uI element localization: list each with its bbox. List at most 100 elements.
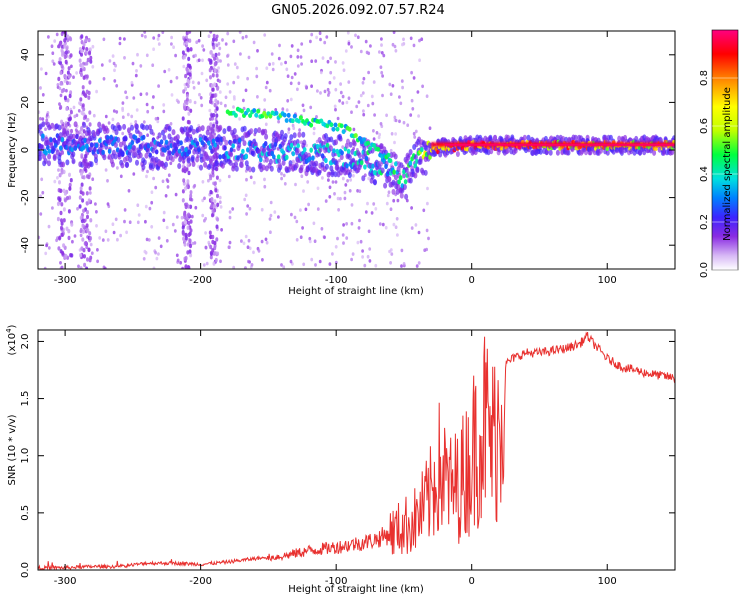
snr-scale-suffix: ) (7, 324, 18, 328)
heatmap-speckle (228, 210, 232, 214)
heatmap-band-halo (399, 192, 404, 199)
heatmap-speckle (143, 249, 147, 254)
heatmap-speckle (394, 49, 398, 53)
heatmap-band-core (115, 147, 120, 153)
heatmap-speckle (43, 266, 47, 269)
heatmap-streak-cell (88, 110, 92, 115)
heatmap-speckle (425, 94, 429, 98)
heatmap-speckle (325, 35, 329, 39)
heatmap-speckle (166, 185, 170, 189)
heatmap-speckle (218, 195, 222, 200)
heatmap-band-halo (242, 140, 247, 147)
heatmap-band-halo (251, 166, 256, 173)
heatmap-speckle (218, 90, 222, 94)
heatmap-band-halo (199, 164, 203, 171)
heatmap-speckle (378, 132, 381, 137)
heatmap-band-core (309, 147, 314, 153)
heatmap-streak-cell (60, 232, 64, 237)
heatmap-speckle (302, 262, 306, 267)
heatmap-speckle (343, 196, 347, 201)
heatmap-band-halo (82, 156, 87, 163)
heatmap-streak-cell (210, 93, 214, 99)
heatmap-band-halo (608, 134, 613, 141)
heatmap-branch-cell (282, 112, 287, 118)
heatmap-streak-cell (211, 234, 215, 240)
heatmap-band-halo (522, 134, 527, 141)
x-tick-label: -300 (54, 576, 77, 587)
heatmap-streak-cell (64, 123, 68, 128)
heatmap-speckle (277, 215, 280, 219)
heatmap-speckle (277, 119, 280, 124)
colorbar-tick-label: 0.6 (699, 118, 710, 134)
heatmap-band-core (124, 136, 128, 142)
heatmap-band-halo (55, 149, 60, 156)
heatmap-band-halo (393, 153, 398, 160)
heatmap-band-halo (97, 121, 102, 128)
heatmap-band-halo (402, 184, 407, 190)
heatmap-streak-cell (89, 236, 93, 241)
heatmap-speckle (319, 37, 322, 42)
heatmap-streak-cell (214, 188, 218, 193)
heatmap-speckle (296, 87, 299, 92)
heatmap-speckle (41, 117, 45, 121)
heatmap-band-halo (165, 155, 170, 162)
heatmap-streak-cell (215, 120, 219, 125)
heatmap-band-halo (417, 159, 422, 165)
heatmap-speckle (364, 39, 368, 44)
heatmap-band-core (359, 160, 364, 166)
heatmap-speckle (393, 140, 396, 145)
heatmap-speckle (413, 135, 417, 139)
heatmap-speckle (157, 236, 161, 240)
heatmap-streak-cell (80, 72, 83, 78)
heatmap-streak-cell (80, 52, 83, 57)
heatmap-band-halo (214, 160, 219, 167)
heatmap-speckle (301, 226, 304, 230)
heatmap-speckle (331, 180, 335, 184)
heatmap-speckle (248, 260, 252, 264)
heatmap-speckle (312, 131, 316, 136)
heatmap-speckle (263, 98, 267, 102)
heatmap-band-core (398, 175, 403, 181)
heatmap-band-core (94, 142, 99, 148)
heatmap-band-halo (206, 125, 211, 132)
heatmap-speckle (170, 35, 174, 40)
heatmap-band-halo (171, 129, 176, 136)
heatmap-speckle (167, 68, 171, 72)
heatmap-speckle (351, 252, 355, 256)
heatmap-streak-cell (211, 170, 215, 175)
heatmap-streak-cell (184, 232, 188, 238)
heatmap-streak-cell (84, 240, 88, 246)
heatmap-band-halo (160, 150, 165, 157)
heatmap-speckle (150, 190, 154, 194)
heatmap-speckle (107, 121, 111, 125)
heatmap-speckle (381, 74, 384, 78)
heatmap-band-core (211, 138, 216, 144)
heatmap-speckle (111, 54, 115, 58)
heatmap-band-halo (415, 167, 420, 174)
heatmap-band-halo (605, 149, 610, 156)
heatmap-streak-cell (211, 209, 215, 214)
heatmap-speckle (139, 92, 143, 97)
heatmap-speckle (412, 43, 416, 48)
heatmap-band-halo (43, 158, 48, 165)
heatmap-speckle (379, 122, 383, 126)
heatmap-band-halo (348, 141, 353, 148)
heatmap-speckle (58, 102, 61, 106)
heatmap-speckle (116, 237, 119, 242)
heatmap-speckle (290, 44, 294, 48)
heatmap-band-core (363, 164, 367, 170)
heatmap-streak-cell (209, 50, 213, 55)
heatmap-band-core (159, 139, 164, 145)
heatmap-speckle (402, 262, 406, 266)
heatmap-band-core (397, 179, 401, 185)
heatmap-speckle (137, 213, 141, 217)
heatmap-speckle (40, 177, 44, 182)
heatmap-speckle (379, 65, 383, 69)
heatmap-speckle (252, 180, 256, 185)
heatmap-speckle (328, 262, 332, 266)
heatmap-streak-cell (212, 33, 216, 39)
heatmap-speckle (417, 261, 421, 265)
heatmap-speckle (245, 177, 248, 182)
heatmap-speckle (150, 225, 154, 229)
